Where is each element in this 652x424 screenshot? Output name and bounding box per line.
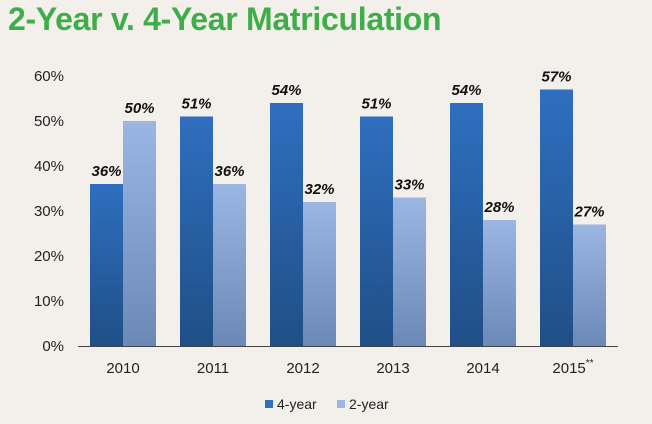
- legend-swatch-4-year: [265, 400, 273, 408]
- data-label-2-year-2015: 27%: [573, 204, 604, 221]
- footnote-marker: **: [586, 358, 594, 369]
- bar-4-year-2011: [180, 116, 213, 346]
- x-tick-label-2011: 2011: [197, 360, 229, 377]
- data-labels-group: 36% 50% 51% 36% 54% 32% 51% 33% 54% 28% 57% 27%: [91, 69, 604, 221]
- x-tick-label-2015: 2015**: [552, 358, 593, 377]
- data-label-2-year-2013: 33%: [394, 177, 424, 194]
- data-label-4-year-2011: 51%: [181, 96, 211, 113]
- y-tick-label: 50%: [34, 113, 64, 130]
- category-labels-group: 2010 2011 2012 2013 2014 2015**: [106, 358, 593, 377]
- x-tick-label-2010: 2010: [106, 360, 139, 377]
- data-label-2-year-2011: 36%: [214, 163, 244, 180]
- bar-2-year-2011: [213, 184, 246, 346]
- legend-swatch-2-year: [337, 400, 345, 408]
- x-tick-label-2012: 2012: [286, 360, 319, 377]
- legend-label-4-year: 4-year: [277, 396, 317, 412]
- data-label-4-year-2010: 36%: [91, 163, 121, 180]
- bar-4-year-2014: [450, 103, 483, 346]
- data-label-2-year-2014: 28%: [483, 199, 514, 216]
- bar-4-year-2015: [540, 89, 573, 346]
- y-tick-label: 20%: [34, 248, 64, 265]
- bar-2-year-2013: [393, 197, 426, 346]
- data-label-4-year-2013: 51%: [361, 96, 391, 113]
- bar-4-year-2012: [270, 103, 303, 346]
- y-tick-label: 40%: [34, 158, 64, 175]
- bar-2-year-2014: [483, 220, 516, 346]
- x-tick-label-2014: 2014: [466, 360, 499, 377]
- data-label-2-year-2012: 32%: [304, 181, 334, 198]
- data-label-4-year-2014: 54%: [451, 82, 481, 99]
- y-tick-label: 10%: [34, 293, 64, 310]
- y-axis-ticks: 0% 10% 20% 30% 40% 50% 60%: [34, 68, 64, 355]
- data-label-2-year-2010: 50%: [124, 100, 154, 117]
- bar-2-year-2010: [123, 121, 156, 346]
- bar-2-year-2015: [573, 224, 606, 346]
- data-label-4-year-2015: 57%: [541, 69, 571, 86]
- legend-label-2-year: 2-year: [349, 396, 389, 412]
- y-tick-label: 0%: [42, 338, 64, 355]
- y-tick-label: 60%: [34, 68, 64, 85]
- bar-4-year-2010: [90, 184, 123, 346]
- bars-group: [90, 89, 606, 346]
- bar-2-year-2012: [303, 202, 336, 346]
- data-label-4-year-2012: 54%: [271, 82, 301, 99]
- chart-title: 2-Year v. 4-Year Matriculation: [8, 1, 442, 37]
- bar-4-year-2013: [360, 116, 393, 346]
- x-tick-label-2013: 2013: [376, 360, 409, 377]
- legend: 4-year 2-year: [265, 396, 389, 412]
- y-tick-label: 30%: [34, 203, 64, 220]
